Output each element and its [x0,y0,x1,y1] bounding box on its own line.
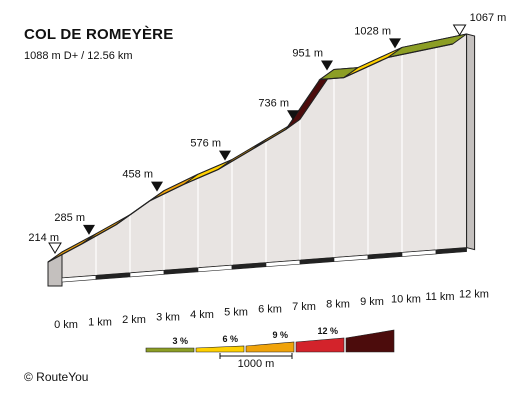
elevation-markers: 214 m 285 m 458 m 576 m 736 m 951 m 1028 m 1067… [28,12,507,254]
x-tick-label: 4 km [190,309,214,321]
x-tick-label: 2 km [122,314,146,326]
elevation-label: 576 m [190,138,221,150]
x-tick-label: 5 km [224,306,248,318]
elevation-label: 1028 m [354,25,391,37]
chart-title: COL DE ROMEYÈRE [24,26,174,43]
end-cap [466,33,476,251]
elevation-label: 458 m [122,169,153,181]
chart-subtitle: 1088 m D+ / 12.56 km [24,50,133,62]
start-marker [48,242,62,254]
legend-swatch [295,337,345,353]
marker-triangle [219,150,231,161]
legend-label: 3 % [172,336,188,346]
legend-label: 9 % [272,330,288,340]
x-tick-label: 12 km [459,288,489,300]
back-wall [61,33,468,279]
baseline-stripe [435,247,467,255]
marker-triangle [83,224,95,235]
gradient-ribbon [47,33,467,263]
legend-swatch [345,329,395,353]
x-tick-label: 1 km [88,316,112,328]
x-axis-ticks: 0 km 1 km 2 km 3 km 4 km 5 km 6 km 7 km 8 km 9 km… [54,288,489,331]
ribbon-front-edge [47,43,453,263]
legend-swatch [195,345,245,353]
x-tick-label: 11 km [425,291,454,303]
legend-label: 6 % [222,334,238,344]
x-tick-label: 0 km [54,319,78,331]
scale-label: 1000 m [238,358,275,370]
x-tick-label: 7 km [292,301,316,313]
elevation-label: 736 m [258,97,289,109]
elevation-label: 1067 m [470,12,507,24]
km-gridlines [95,40,437,276]
x-tick-label: 10 km [391,294,421,306]
elevation-label: 285 m [54,212,85,224]
gradient-legend: 3 % 6 % 9 % 12 % 1000 m [145,326,395,370]
x-tick-label: 3 km [156,311,180,323]
marker-triangle [151,181,163,192]
marker-triangle [389,38,401,49]
marker-triangle [321,60,333,71]
marker-triangle [287,110,299,121]
x-tick-label: 8 km [326,299,350,311]
x-tick-label: 9 km [360,296,384,308]
elevation-label: 214 m [28,232,59,244]
summit-marker [452,24,467,36]
legend-swatch [245,341,295,353]
elevation-label: 951 m [292,47,323,59]
profile-walls [61,33,476,279]
x-tick-label: 6 km [258,304,282,316]
copyright-text: © RouteYou [24,370,89,384]
legend-label: 12 % [317,326,338,336]
legend-swatch [145,347,195,353]
